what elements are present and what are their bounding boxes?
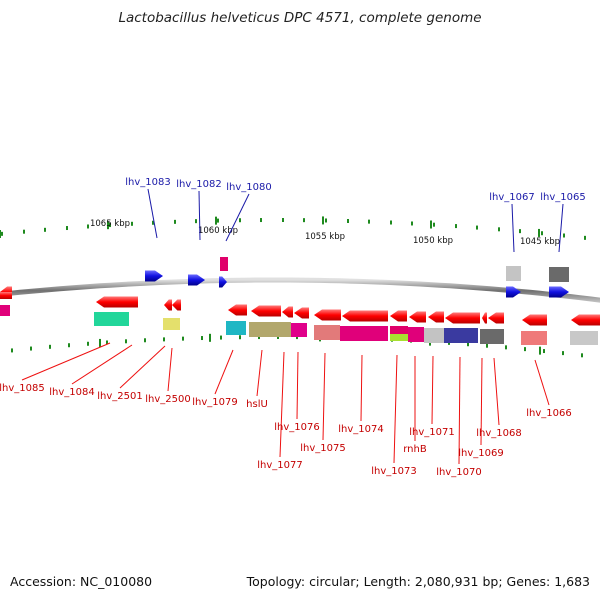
reverse-gene-arrow [294, 307, 309, 319]
genome-title: Lactobacillus helveticus DPC 4571, compl… [118, 10, 482, 26]
label-leader-line [225, 193, 250, 242]
label-leader-line [167, 347, 173, 392]
forward-gene-arrow [145, 270, 163, 282]
bottom-gene-label: lhv_1069 [458, 448, 503, 459]
reverse-gene-arrow [96, 296, 138, 308]
label-leader-line [119, 345, 166, 389]
label-leader-line [21, 342, 111, 381]
label-leader-line [393, 354, 398, 464]
top-gene-label: lhv_1083 [125, 177, 170, 188]
forward-gene-arrow [219, 276, 227, 288]
label-leader-line [534, 359, 550, 406]
label-leader-line [511, 203, 515, 253]
bottom-gene-label: lhv_1073 [371, 466, 416, 477]
bottom-gene-label: lhv_1071 [409, 427, 454, 438]
bottom-gene-label: rnhB [403, 444, 427, 455]
reverse-gene-arrow [314, 309, 341, 321]
bottom-gene-label: lhv_1079 [192, 397, 237, 408]
annotation-block [0, 305, 10, 316]
annotation-block [480, 329, 504, 344]
label-leader-line [214, 349, 234, 395]
label-leader-line [256, 349, 263, 397]
annotation-block [521, 331, 547, 345]
annotation-block [226, 321, 246, 335]
reverse-gene-arrow [445, 312, 480, 324]
top-gene-label: lhv_1082 [176, 179, 221, 190]
bottom-gene-label: lhv_2501 [97, 391, 142, 402]
annotation-block [220, 257, 228, 271]
reverse-gene-arrow [164, 299, 172, 311]
label-leader-line [71, 344, 133, 385]
label-leader-line [360, 354, 363, 422]
annotation-block [291, 323, 307, 337]
forward-gene-arrow [506, 286, 521, 298]
reverse-gene-arrow [488, 312, 504, 324]
annotation-block [570, 331, 598, 345]
top-gene-label: lhv_1067 [489, 192, 534, 203]
label-leader-line [147, 188, 158, 239]
annotation-block [249, 322, 291, 337]
top-gene-label: lhv_1065 [540, 192, 585, 203]
reverse-gene-arrow [251, 305, 281, 317]
scale-label: 1055 kbp [305, 232, 345, 242]
annotation-block [0, 292, 12, 299]
annotation-block [390, 334, 408, 341]
label-leader-line [558, 203, 564, 253]
label-leader-line [431, 355, 434, 425]
annotation-block [549, 267, 569, 282]
bottom-gene-label: lhv_1085 [0, 383, 45, 394]
bottom-gene-label: lhv_1070 [436, 467, 481, 478]
label-leader-line [458, 356, 461, 465]
annotation-block [408, 327, 424, 342]
label-leader-line [198, 190, 201, 241]
bottom-gene-label: hslU [246, 399, 268, 410]
scale-label: 1060 kbp [198, 226, 238, 236]
label-leader-line [480, 357, 483, 446]
annotation-block [506, 266, 521, 281]
reverse-gene-arrow [482, 312, 487, 324]
bottom-gene-label: lhv_1074 [338, 424, 383, 435]
annotation-block [340, 326, 388, 341]
top-gene-label: lhv_1080 [226, 182, 271, 193]
annotation-block [444, 328, 478, 343]
reverse-gene-arrow [571, 314, 600, 326]
bottom-gene-label: lhv_1076 [274, 422, 319, 433]
annotation-block [390, 326, 408, 334]
reverse-gene-arrow [228, 304, 247, 316]
annotation-block [424, 328, 444, 343]
topology-stats: Topology: circular; Length: 2,080,931 bp… [246, 574, 590, 589]
forward-gene-arrow [549, 286, 569, 298]
reverse-gene-arrow [409, 311, 426, 323]
label-leader-line [493, 357, 500, 426]
label-leader-line [296, 351, 299, 420]
scale-label: 1050 kbp [413, 236, 453, 246]
reverse-gene-arrow [342, 310, 388, 322]
reverse-gene-arrow [172, 299, 181, 311]
annotation-block [163, 318, 180, 330]
annotation-block [94, 312, 129, 326]
reverse-gene-arrow [428, 311, 444, 323]
bottom-gene-label: lhv_1066 [526, 408, 571, 419]
accession-label: Accession: NC_010080 [10, 574, 153, 589]
scale-label: 1045 kbp [520, 237, 560, 247]
reverse-gene-arrow [390, 310, 407, 322]
label-leader-line [279, 351, 285, 458]
label-leader-line [322, 352, 326, 441]
annotation-block [314, 325, 340, 340]
reverse-gene-arrow [282, 306, 293, 318]
scale-label: 1065 kbp [90, 219, 130, 229]
reverse-gene-arrow [522, 314, 547, 326]
bottom-gene-label: lhv_1068 [476, 428, 521, 439]
bottom-gene-label: lhv_2500 [145, 394, 190, 405]
bottom-gene-label: lhv_1077 [257, 460, 302, 471]
forward-gene-arrow [188, 274, 205, 286]
bottom-gene-label: lhv_1084 [49, 387, 94, 398]
bottom-gene-label: lhv_1075 [300, 443, 345, 454]
